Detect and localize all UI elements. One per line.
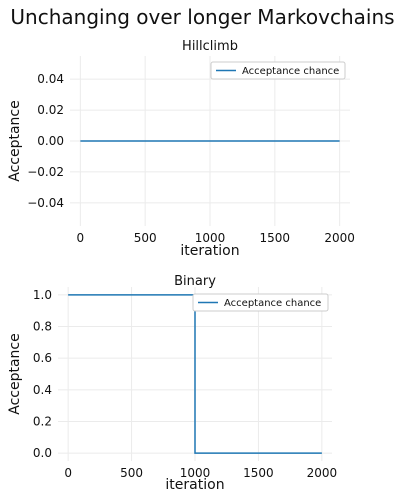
x-tick-label: 0 — [77, 231, 85, 245]
x-tick-label: 500 — [120, 466, 143, 480]
y-tick-label: −0.04 — [27, 196, 64, 210]
x-tick-label: 1000 — [180, 466, 211, 480]
x-axis-label: iteration — [165, 477, 224, 493]
figure-title: Unchanging over longer Markovchains — [10, 5, 395, 29]
x-tick-label: 1500 — [260, 231, 291, 245]
x-axis-label: iteration — [180, 243, 239, 259]
series-line-0 — [68, 294, 322, 454]
y-tick-label: 0.8 — [33, 320, 52, 334]
y-tick-label: 0.04 — [37, 72, 64, 86]
y-tick-label: 0.0 — [33, 446, 52, 460]
legend-box — [210, 61, 346, 80]
legend-box — [192, 293, 329, 312]
y-tick-label: 0.00 — [37, 134, 64, 148]
legend-label: Acceptance chance — [242, 66, 339, 77]
chart-title: Hillclimb — [182, 39, 238, 54]
x-tick-label: 1500 — [243, 466, 274, 480]
x-tick-label: 500 — [134, 231, 157, 245]
x-tick-label: 2000 — [324, 231, 355, 245]
x-tick-label: 1000 — [195, 231, 226, 245]
x-tick-label: 2000 — [307, 466, 338, 480]
y-tick-label: 0.2 — [33, 414, 52, 428]
y-axis-label: Acceptance — [7, 100, 23, 181]
chart-title: Binary — [174, 274, 216, 289]
y-tick-label: −0.02 — [27, 165, 64, 179]
y-tick-label: 0.02 — [37, 103, 64, 117]
x-tick-label: 0 — [64, 466, 72, 480]
y-axis-label: Acceptance — [7, 333, 23, 414]
legend-label: Acceptance chance — [224, 298, 321, 309]
chart-binary: Binary 0 500 1000 1500 2000 1.0 0.8 0.6 0.4 0.2 0.0… — [7, 274, 338, 493]
y-tick-label: 0.6 — [33, 351, 52, 365]
chart-hillclimb: Hillclimb 0 500 1000 1500 2000 0.04 0.02 0.00 −0.… — [7, 39, 355, 259]
y-tick-label: 0.4 — [33, 383, 52, 397]
y-tick-label: 1.0 — [33, 288, 52, 302]
